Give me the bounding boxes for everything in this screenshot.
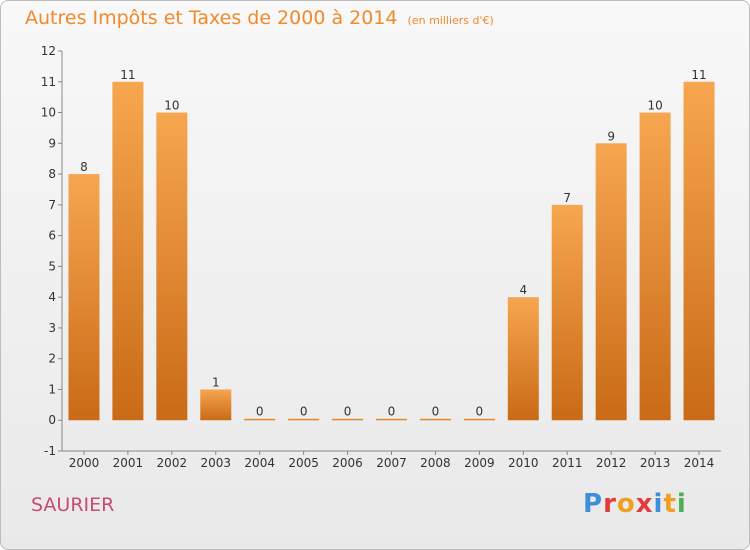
bar-value-label: 0 bbox=[300, 405, 308, 419]
bar bbox=[200, 389, 232, 421]
bar bbox=[595, 143, 627, 421]
logo-letter: r bbox=[603, 489, 617, 519]
bar-value-label: 7 bbox=[563, 191, 571, 205]
bar-value-label: 0 bbox=[476, 405, 484, 419]
logo-letter: i bbox=[653, 489, 664, 519]
x-tick-label: 2014 bbox=[684, 456, 715, 470]
logo-letter: i bbox=[676, 489, 687, 519]
chart-title: Autres Impôts et Taxes de 2000 à 2014 (e… bbox=[25, 7, 494, 29]
commune-name: SAURIER bbox=[31, 494, 115, 516]
bar-value-label: 0 bbox=[432, 405, 440, 419]
y-tick-label: 0 bbox=[48, 413, 56, 427]
y-tick-label: 12 bbox=[41, 44, 56, 58]
logo-letter: o bbox=[616, 489, 636, 519]
y-tick-label: -1 bbox=[44, 444, 56, 458]
x-tick-label: 2003 bbox=[200, 456, 231, 470]
bar-value-label: 1 bbox=[212, 375, 220, 389]
x-tick-label: 2000 bbox=[69, 456, 100, 470]
logo-letter: t bbox=[663, 489, 677, 519]
y-tick-label: 10 bbox=[41, 106, 56, 120]
y-tick-label: 5 bbox=[48, 259, 56, 273]
bar bbox=[639, 112, 671, 421]
bar-value-label: 0 bbox=[388, 405, 396, 419]
bar bbox=[376, 418, 407, 421]
x-tick-label: 2001 bbox=[113, 456, 144, 470]
x-tick-label: 2002 bbox=[157, 456, 188, 470]
logo-letter: x bbox=[635, 489, 654, 519]
bar-value-label: 10 bbox=[164, 99, 179, 113]
x-tick-label: 2012 bbox=[596, 456, 627, 470]
x-tick-label: 2010 bbox=[508, 456, 539, 470]
bar bbox=[463, 418, 495, 421]
y-tick-label: 3 bbox=[48, 321, 56, 335]
bar bbox=[156, 112, 188, 421]
bar-value-label: 4 bbox=[519, 283, 527, 297]
chart-title-text: Autres Impôts et Taxes de 2000 à 2014 bbox=[25, 7, 398, 29]
bar bbox=[68, 174, 100, 421]
chart-subtitle: (en milliers d'€) bbox=[407, 14, 494, 27]
bar-value-label: 11 bbox=[120, 68, 135, 82]
bar bbox=[683, 81, 715, 421]
bar-value-label: 10 bbox=[647, 99, 662, 113]
x-tick-label: 2005 bbox=[288, 456, 319, 470]
bar bbox=[551, 204, 583, 421]
bar-value-label: 9 bbox=[607, 129, 615, 143]
bar bbox=[332, 418, 364, 421]
bar bbox=[288, 418, 320, 421]
x-tick-label: 2006 bbox=[332, 456, 363, 470]
logo-letter: P bbox=[583, 489, 604, 519]
bar bbox=[244, 418, 276, 421]
x-tick-label: 2008 bbox=[420, 456, 451, 470]
y-tick-label: 1 bbox=[48, 382, 56, 396]
bar bbox=[419, 418, 451, 421]
y-tick-label: 8 bbox=[48, 167, 56, 181]
y-tick-label: 11 bbox=[41, 75, 56, 89]
y-tick-label: 6 bbox=[48, 229, 56, 243]
proxiti-logo[interactable]: Proxiti bbox=[583, 489, 687, 519]
x-tick-label: 2004 bbox=[244, 456, 275, 470]
bar bbox=[112, 81, 144, 421]
bar bbox=[507, 297, 539, 421]
x-tick-label: 2009 bbox=[464, 456, 495, 470]
bar-value-label: 0 bbox=[344, 405, 352, 419]
y-tick-label: 2 bbox=[48, 352, 56, 366]
y-tick-label: 4 bbox=[48, 290, 56, 304]
y-tick-label: 9 bbox=[48, 136, 56, 150]
x-tick-label: 2011 bbox=[552, 456, 583, 470]
bar-value-label: 11 bbox=[691, 68, 706, 82]
x-tick-label: 2013 bbox=[640, 456, 671, 470]
bar-value-label: 8 bbox=[80, 160, 88, 174]
bar-value-label: 0 bbox=[256, 405, 264, 419]
x-tick-label: 2007 bbox=[376, 456, 407, 470]
y-tick-label: 7 bbox=[48, 198, 56, 212]
